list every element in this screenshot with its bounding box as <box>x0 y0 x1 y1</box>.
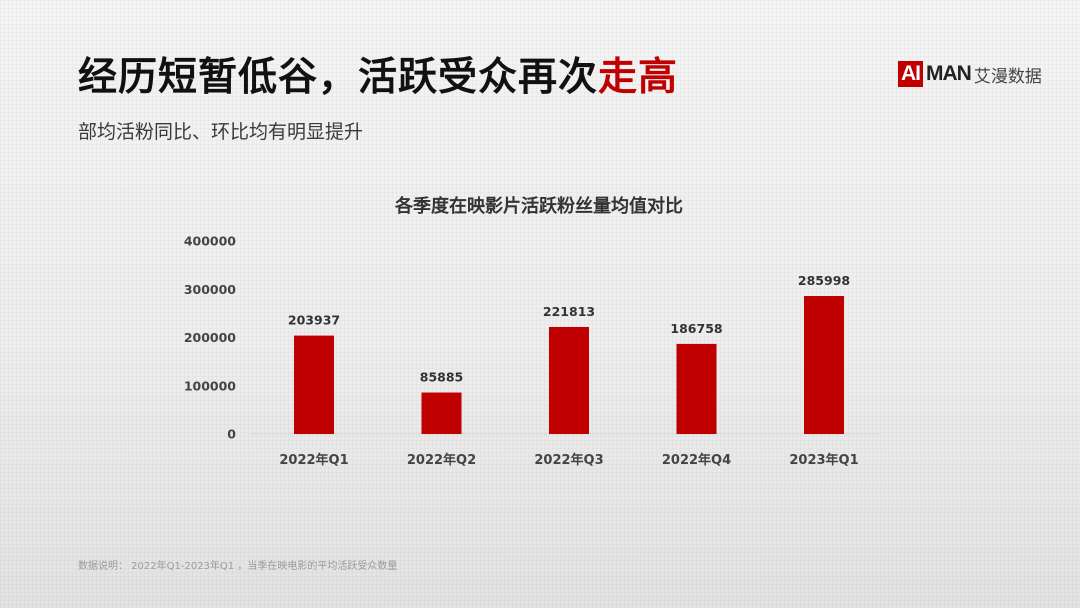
y-tick-label: 300000 <box>184 282 236 297</box>
x-tick-label: 2022年Q4 <box>662 452 731 468</box>
x-tick-label: 2023年Q1 <box>789 452 858 468</box>
page-subtitle: 部均活粉同比、环比均有明显提升 <box>78 121 364 143</box>
page-title: 经历短暂低谷，活跃受众再次走高 <box>78 46 678 102</box>
bar <box>549 326 589 434</box>
bar-value-label: 221813 <box>543 304 595 319</box>
bar-value-label: 285998 <box>798 273 850 288</box>
logo-name: MAN <box>926 62 972 85</box>
data-labels: 203937 85885 221813 186758 285998 <box>288 273 850 385</box>
x-tick-label: 2022年Q3 <box>534 452 603 468</box>
logo-chinese-name: 艾漫数据 <box>973 66 1042 87</box>
page-title-main: 经历短暂低谷，活跃受众再次 <box>78 55 599 100</box>
bar-value-label: 203937 <box>288 313 340 328</box>
y-tick-label: 200000 <box>184 330 236 345</box>
y-tick-label: 0 <box>227 427 236 442</box>
y-tick-label: 400000 <box>184 234 236 249</box>
chart-title: 各季度在映影片活跃粉丝量均值对比 <box>394 195 683 217</box>
bar-value-label: 186758 <box>670 321 722 336</box>
page-title-accent: 走高 <box>598 55 679 100</box>
logo-mark: AI <box>898 61 923 87</box>
bar <box>804 296 844 434</box>
x-tick-label: 2022年Q1 <box>279 452 348 468</box>
y-axis-ticks: 0 100000 200000 300000 400000 <box>184 234 236 442</box>
data-footnote: 数据说明： 2022年Q1-2023年Q1 ，当季在映电影的平均活跃受众数量 <box>78 561 398 572</box>
bar <box>676 343 717 434</box>
brand-logo: AI MAN 艾漫数据 <box>898 60 1042 88</box>
bar <box>421 392 462 434</box>
y-tick-label: 100000 <box>184 378 236 393</box>
x-axis-ticks: 2022年Q1 2022年Q2 2022年Q3 2022年Q4 2023年Q1 <box>279 452 858 468</box>
x-tick-label: 2022年Q2 <box>407 452 476 468</box>
bar-series <box>294 296 844 434</box>
bar <box>294 335 334 434</box>
bar-value-label: 85885 <box>420 370 464 385</box>
